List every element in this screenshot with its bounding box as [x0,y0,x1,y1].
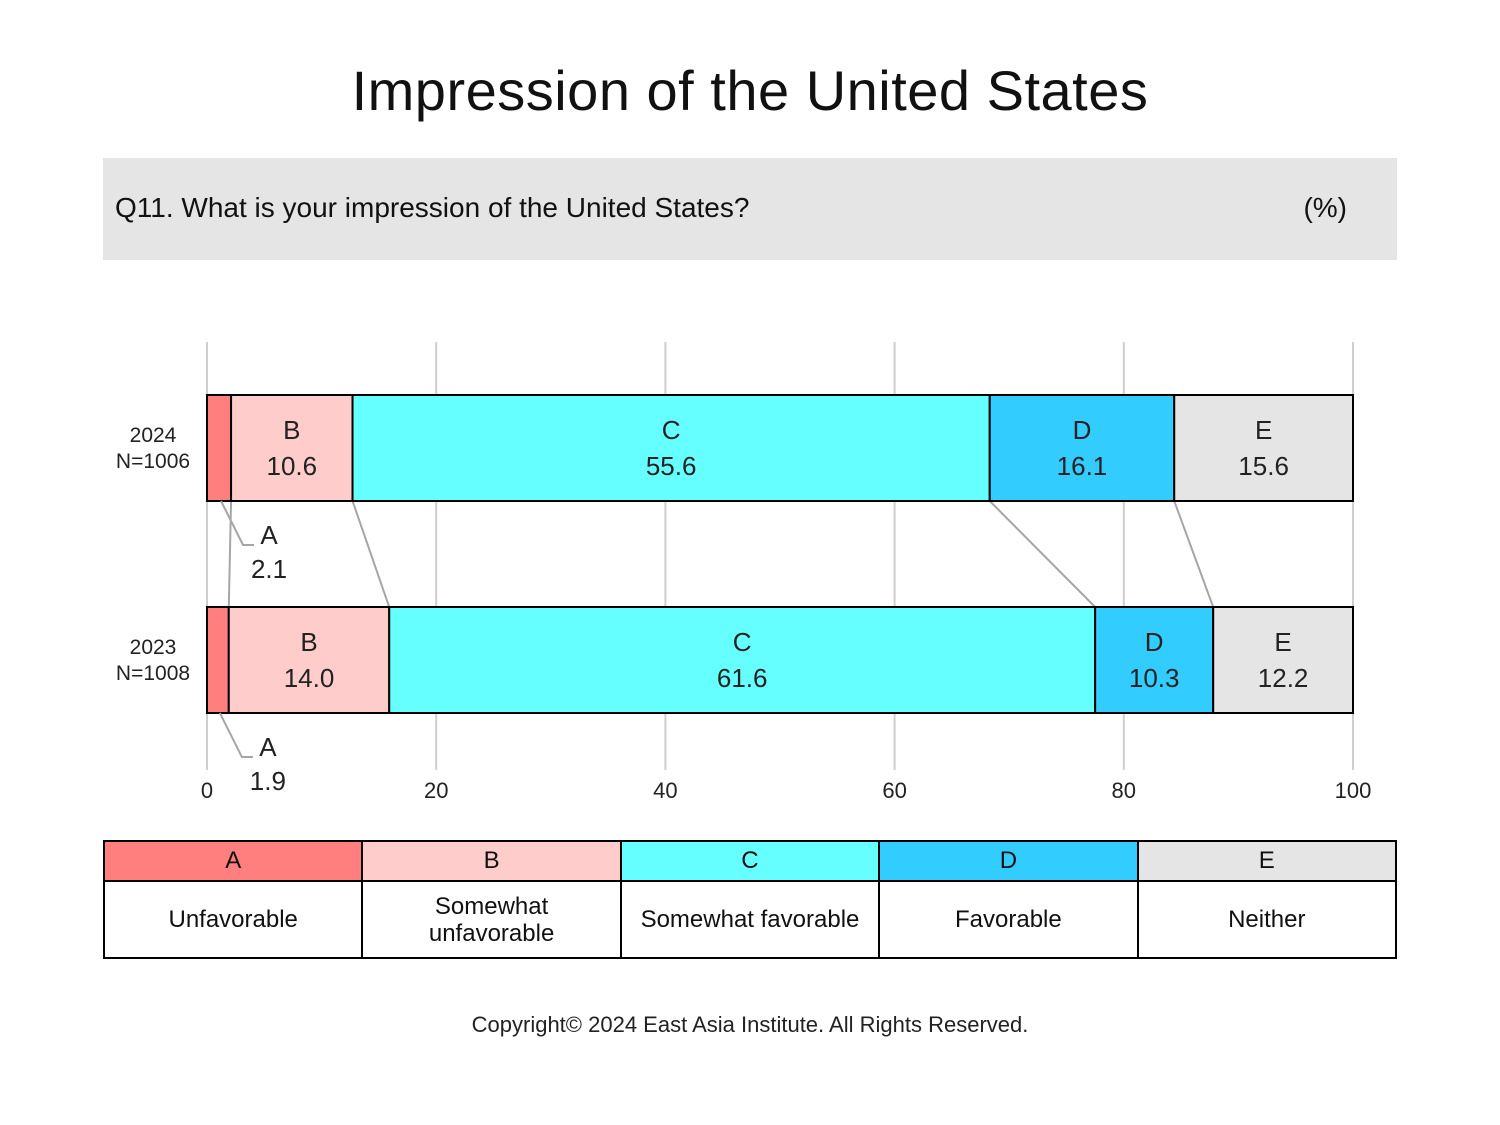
connector-line-b [351,500,391,608]
x-tick-label-60: 60 [882,778,906,803]
data-label-2024-e: 15.6 [1238,451,1289,481]
data-label-2023-e: 12.2 [1258,663,1309,693]
bar-segment-2023-e [1212,606,1354,714]
legend-label-b-text: Somewhat unfavorable [428,892,555,947]
segment-key-2024-d: D [1073,415,1092,445]
bar-segment-2024-e [1173,394,1354,502]
legend-table: A B C D E Unfavorable Somewhat unfavorab… [102,840,1398,959]
callout-line-2024-a [220,500,255,546]
chart-title: Impression of the United States [351,59,1149,122]
legend-key-d: D [878,840,1139,882]
x-tick-label-40: 40 [653,778,677,803]
legend-label-a: Unfavorable [102,880,364,959]
legend-label-row: Unfavorable Somewhat unfavorable Somewha… [102,880,1398,959]
data-label-2024-c: 55.6 [646,451,697,481]
question-text: Q11. What is your impression of the Unit… [115,192,750,223]
callout-label-2023-a: 1.9 [250,766,286,796]
row-label-n-2024: N=1006 [116,450,190,473]
legend-key-b: B [361,840,622,882]
copyright-text: Copyright© 2024 East Asia Institute. All… [471,1012,1029,1037]
bar-segment-2024-c [351,394,991,502]
row-label-year-2023: 2023 [130,636,177,659]
data-label-2024-d: 16.1 [1057,451,1108,481]
x-tick-label-80: 80 [1112,778,1136,803]
segment-key-2024-b: B [283,415,300,445]
x-tick-label-20: 20 [424,778,448,803]
row-label-n-2023: N=1008 [116,662,190,685]
callout-line-2023-a [218,712,253,758]
data-label-2023-d: 10.3 [1129,663,1180,693]
legend-label-d: Favorable [878,880,1139,959]
unit-label: (%) [1303,192,1347,223]
callout-key-2024-a: A [260,520,278,550]
segment-key-2023-d: D [1145,627,1164,657]
data-label-2024-b: 10.6 [266,451,317,481]
segment-key-2023-b: B [300,627,317,657]
legend-key-row: A B C D E [102,840,1398,882]
legend-label-b: Somewhat unfavorable [361,880,622,959]
legend-label-e: Neither [1136,880,1398,959]
connector-line-c [989,500,1096,608]
x-tick-label-100: 100 [1335,778,1372,803]
segment-key-2023-e: E [1274,627,1291,657]
bar-segment-2023-c [388,606,1097,714]
bar-segment-2023-d [1094,606,1215,714]
bar-segment-2023-a [206,606,230,714]
data-label-2023-b: 14.0 [284,663,335,693]
bar-segment-2024-a [206,394,233,502]
row-label-year-2024: 2024 [130,424,177,447]
legend-key-c: C [619,840,881,882]
legend-key-a: A [102,840,364,882]
x-tick-label-0: 0 [201,778,213,803]
legend-key-e: E [1136,840,1398,882]
question-banner: Q11. What is your impression of the Unit… [103,158,1397,260]
segment-key-2024-c: C [662,415,681,445]
callout-key-2023-a: A [259,732,277,762]
legend-label-c: Somewhat favorable [619,880,881,959]
connector-line-d [1173,500,1215,608]
bar-segment-2024-b [230,394,354,502]
segment-key-2023-c: C [733,627,752,657]
segment-key-2024-e: E [1255,415,1272,445]
data-label-2023-c: 61.6 [717,663,768,693]
bar-segment-2023-b [227,606,391,714]
callout-label-2024-a: 2.1 [251,554,287,584]
bar-segment-2024-d [988,394,1176,502]
